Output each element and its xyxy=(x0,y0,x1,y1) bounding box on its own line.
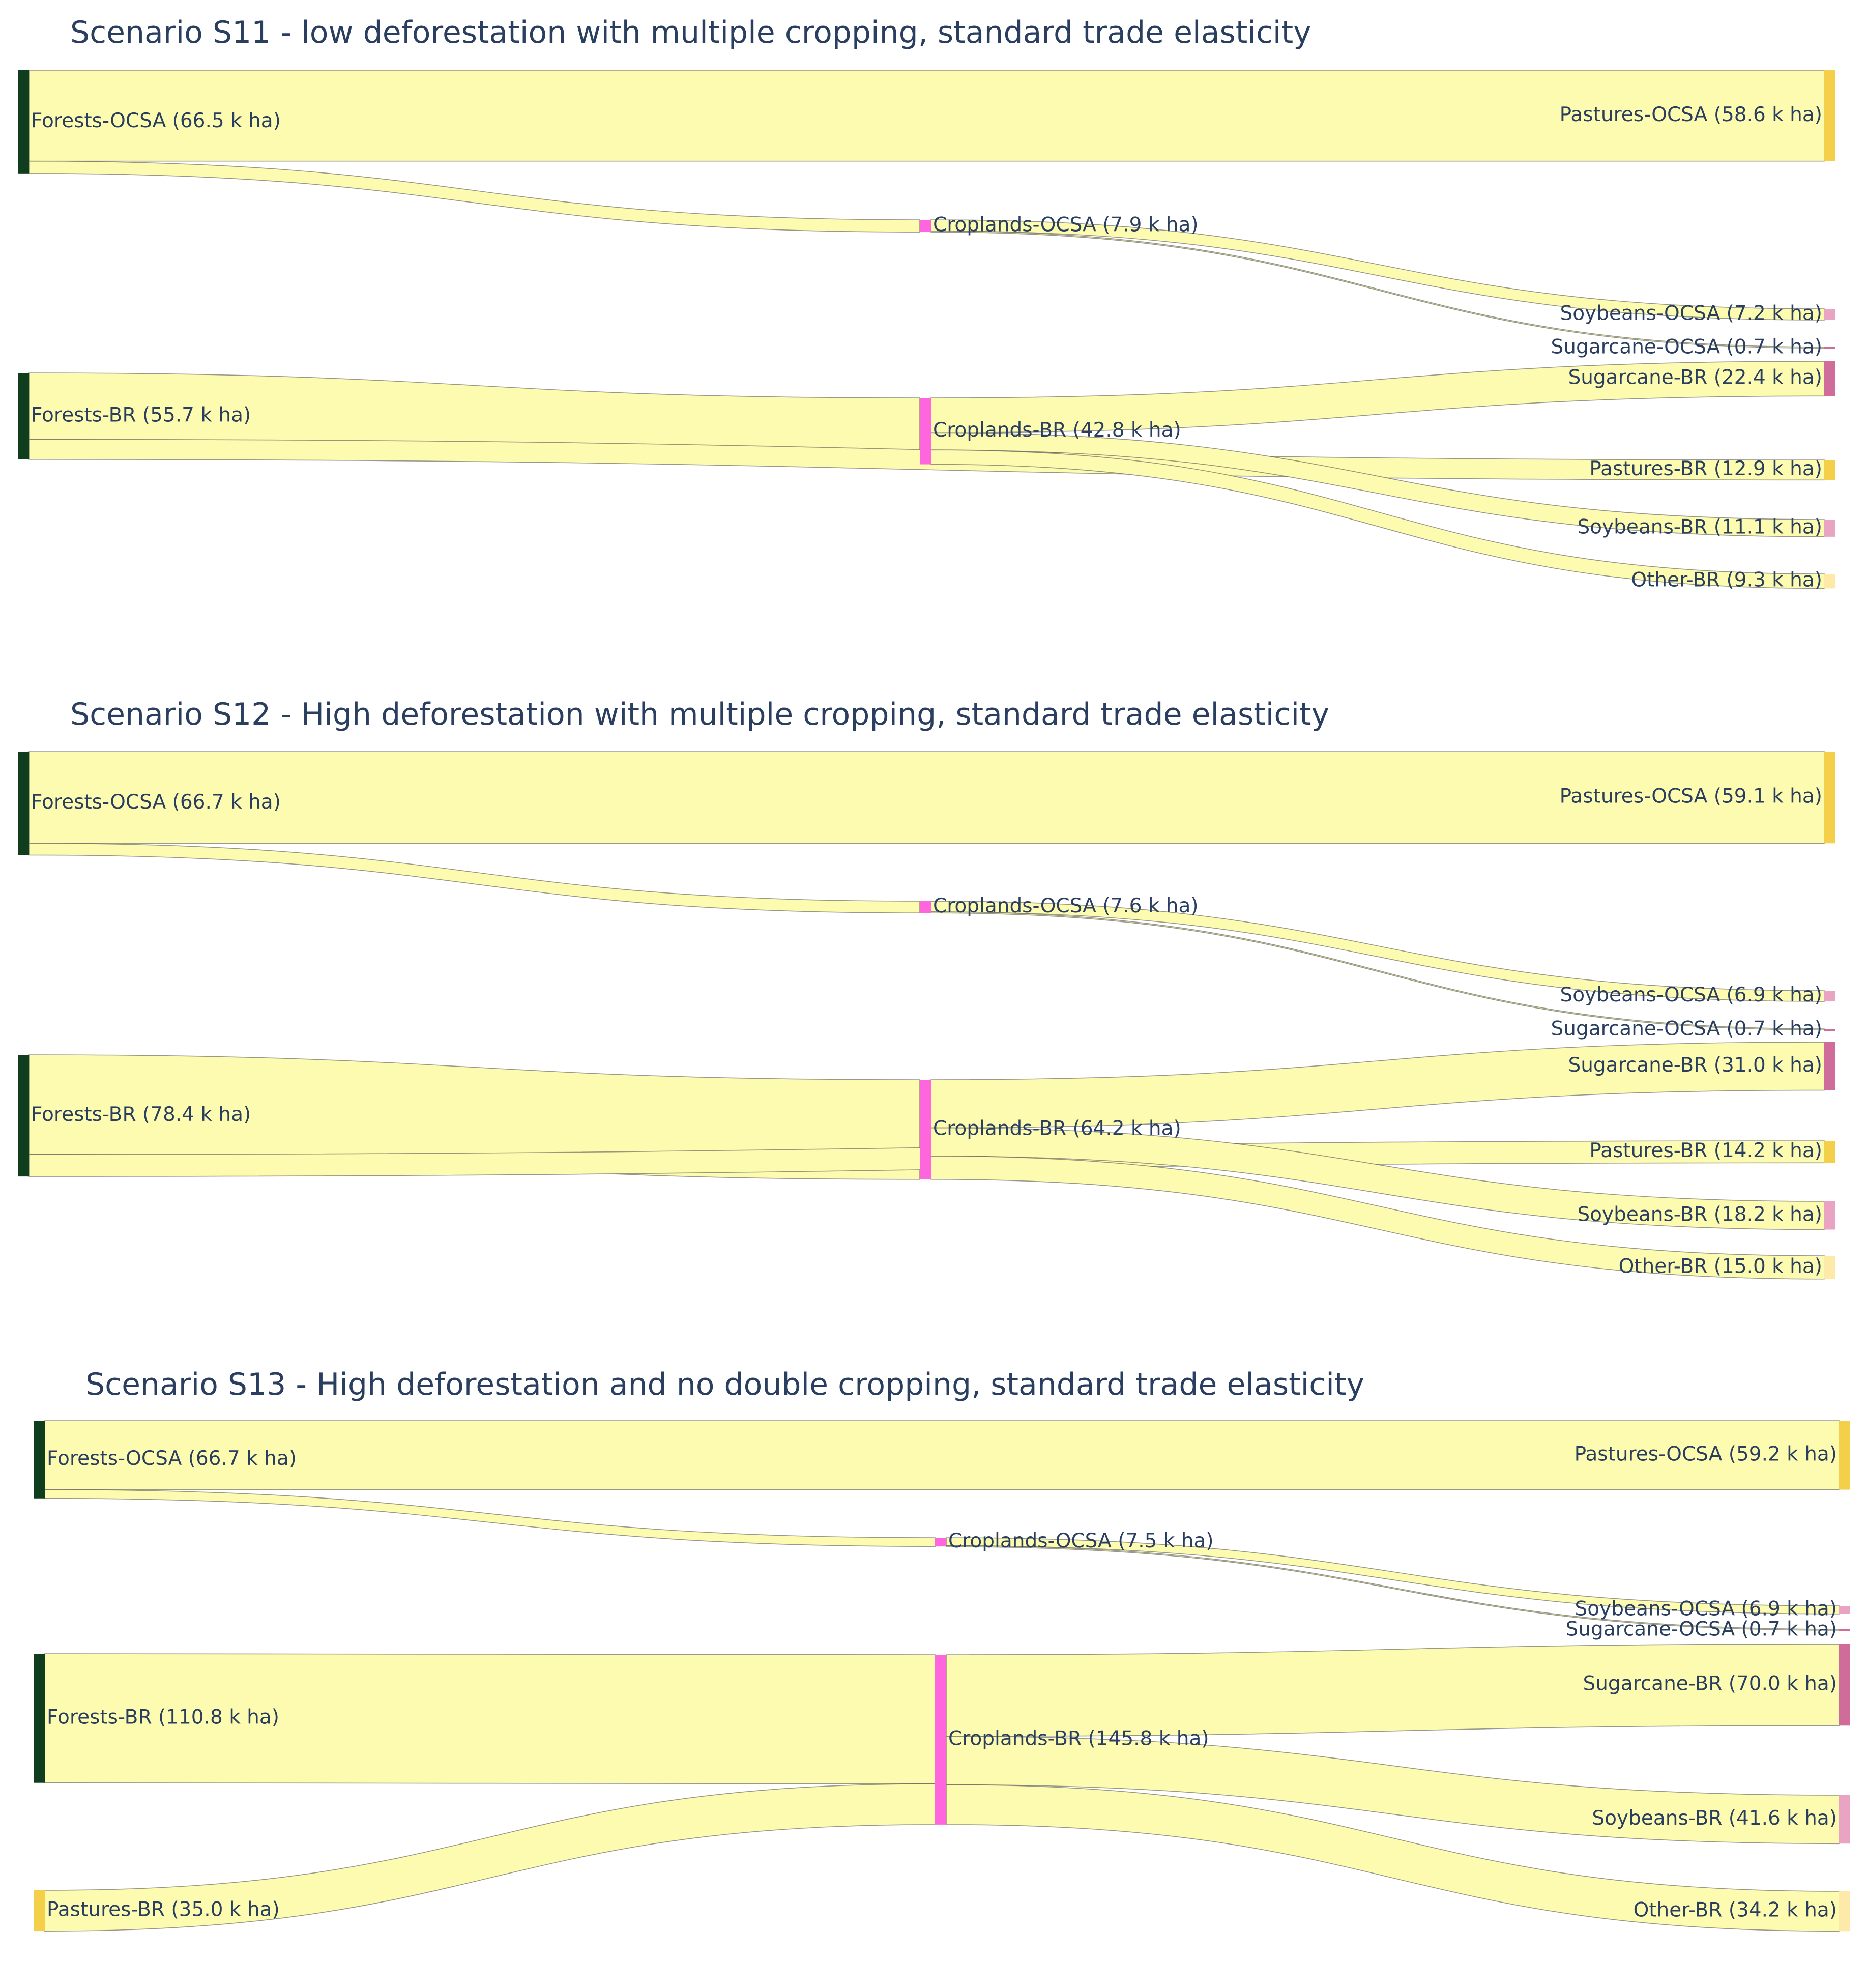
panel-nodes xyxy=(18,752,1835,1279)
flow-link xyxy=(44,1420,1840,1490)
node-label: Croplands-BR (145.8 k ha) xyxy=(948,1727,1209,1750)
node-bar xyxy=(1824,70,1835,161)
node-label: Pastures-OCSA (59.2 k ha) xyxy=(1575,1443,1837,1465)
panel-nodes xyxy=(18,70,1835,589)
node-label: Pastures-BR (14.2 k ha) xyxy=(1589,1139,1822,1162)
node-bar xyxy=(18,752,29,855)
panel-labels: Forests-OCSA (66.7 k ha) Forests-BR (78.4… xyxy=(31,785,1822,1278)
node-label: Pastures-OCSA (59.1 k ha) xyxy=(1560,785,1822,808)
node-bar xyxy=(1839,1644,1850,1726)
node-bar xyxy=(920,220,931,233)
node-bar xyxy=(34,1421,45,1499)
node-label: Soybeans-OCSA (7.2 k ha) xyxy=(1560,302,1822,325)
flow-link xyxy=(930,901,1825,1002)
node-label: Pastures-BR (12.9 k ha) xyxy=(1589,457,1822,480)
panel-labels: Forests-OCSA (66.5 k ha) Forests-BR (55.7… xyxy=(31,103,1822,592)
panel-title: Scenario S11 - low deforestation with mu… xyxy=(70,15,1311,50)
node-label: Sugarcane-OCSA (0.7 k ha) xyxy=(1551,1018,1822,1041)
node-bar xyxy=(34,1890,45,1932)
node-label: Other-BR (34.2 k ha) xyxy=(1634,1899,1837,1922)
node-label: Sugarcane-OCSA (0.7 k ha) xyxy=(1566,1618,1837,1641)
node-label: Pastures-BR (35.0 k ha) xyxy=(47,1898,280,1921)
flow-link xyxy=(44,1489,936,1547)
node-bar xyxy=(1824,752,1835,844)
node-label: Croplands-OCSA (7.6 k ha) xyxy=(933,895,1199,917)
node-label: Sugarcane-OCSA (0.7 k ha) xyxy=(1551,336,1822,359)
node-label: Forests-OCSA (66.5 k ha) xyxy=(31,109,281,132)
node-bar xyxy=(1839,1421,1850,1490)
flow-link xyxy=(28,70,1825,162)
node-bar xyxy=(1824,309,1835,320)
node-label: Sugarcane-BR (22.4 k ha) xyxy=(1568,366,1822,389)
node-label: Soybeans-OCSA (6.9 k ha) xyxy=(1575,1597,1837,1620)
node-label: Sugarcane-BR (31.0 k ha) xyxy=(1568,1054,1822,1077)
node-label: Croplands-BR (42.8 k ha) xyxy=(933,419,1181,442)
node-label: Forests-BR (55.7 k ha) xyxy=(31,404,251,426)
node-label: Soybeans-BR (41.6 k ha) xyxy=(1592,1807,1837,1830)
sankey-panel-s11: Scenario S11 - low deforestation with mu… xyxy=(18,15,1835,592)
node-label: Other-BR (15.0 k ha) xyxy=(1619,1255,1822,1278)
node-bar xyxy=(1839,1629,1850,1631)
node-bar xyxy=(920,398,931,465)
flow-link xyxy=(28,751,1825,844)
node-label: Croplands-OCSA (7.9 k ha) xyxy=(933,214,1199,237)
panel-nodes xyxy=(34,1421,1850,1932)
node-label: Soybeans-BR (11.1 k ha) xyxy=(1577,515,1822,538)
node-bar xyxy=(920,1080,931,1179)
node-label: Forests-BR (110.8 k ha) xyxy=(47,1706,279,1728)
node-label: Forests-BR (78.4 k ha) xyxy=(31,1103,251,1126)
flow-link xyxy=(946,1784,1840,1932)
node-bar xyxy=(1824,991,1835,1002)
panel-title: Scenario S12 - High deforestation with m… xyxy=(70,697,1329,732)
node-bar xyxy=(34,1654,45,1783)
node-label: Forests-OCSA (66.7 k ha) xyxy=(47,1447,297,1470)
node-bar xyxy=(935,1655,946,1825)
node-bar xyxy=(1839,1606,1850,1614)
node-bar xyxy=(1824,520,1835,537)
panel-links xyxy=(28,751,1825,1280)
panel-links xyxy=(44,1420,1840,1932)
node-label: Forests-OCSA (66.7 k ha) xyxy=(31,791,281,814)
node-bar xyxy=(18,70,29,174)
node-bar xyxy=(920,901,931,913)
node-bar xyxy=(1824,574,1835,589)
node-bar xyxy=(1824,1029,1835,1031)
node-bar xyxy=(1824,1141,1835,1163)
node-bar xyxy=(1839,1891,1850,1932)
node-label: Other-BR (9.3 k ha) xyxy=(1631,569,1822,592)
node-bar xyxy=(1824,1256,1835,1279)
node-label: Sugarcane-BR (70.0 k ha) xyxy=(1583,1673,1837,1695)
node-label: Soybeans-OCSA (6.9 k ha) xyxy=(1560,984,1822,1006)
node-bar xyxy=(1824,1042,1835,1090)
node-bar xyxy=(935,1538,946,1547)
node-label: Soybeans-BR (18.2 k ha) xyxy=(1577,1203,1822,1226)
panel-labels: Forests-OCSA (66.7 k ha) Forests-BR (110.… xyxy=(47,1443,1837,1921)
node-bar xyxy=(1824,347,1835,349)
node-label: Pastures-OCSA (58.6 k ha) xyxy=(1560,103,1822,126)
node-bar xyxy=(1824,460,1835,480)
node-label: Croplands-OCSA (7.5 k ha) xyxy=(948,1530,1214,1552)
node-bar xyxy=(1839,1795,1850,1844)
node-label: Croplands-BR (64.2 k ha) xyxy=(933,1117,1181,1140)
sankey-panel-s12: Scenario S12 - High deforestation with m… xyxy=(18,697,1835,1280)
node-bar xyxy=(18,373,29,459)
panel-title: Scenario S13 - High deforestation and no… xyxy=(85,1367,1364,1402)
sankey-panel-s13: Scenario S13 - High deforestation and no… xyxy=(34,1367,1850,1932)
node-bar xyxy=(18,1055,29,1177)
node-bar xyxy=(1824,361,1835,396)
node-bar xyxy=(1824,1201,1835,1230)
